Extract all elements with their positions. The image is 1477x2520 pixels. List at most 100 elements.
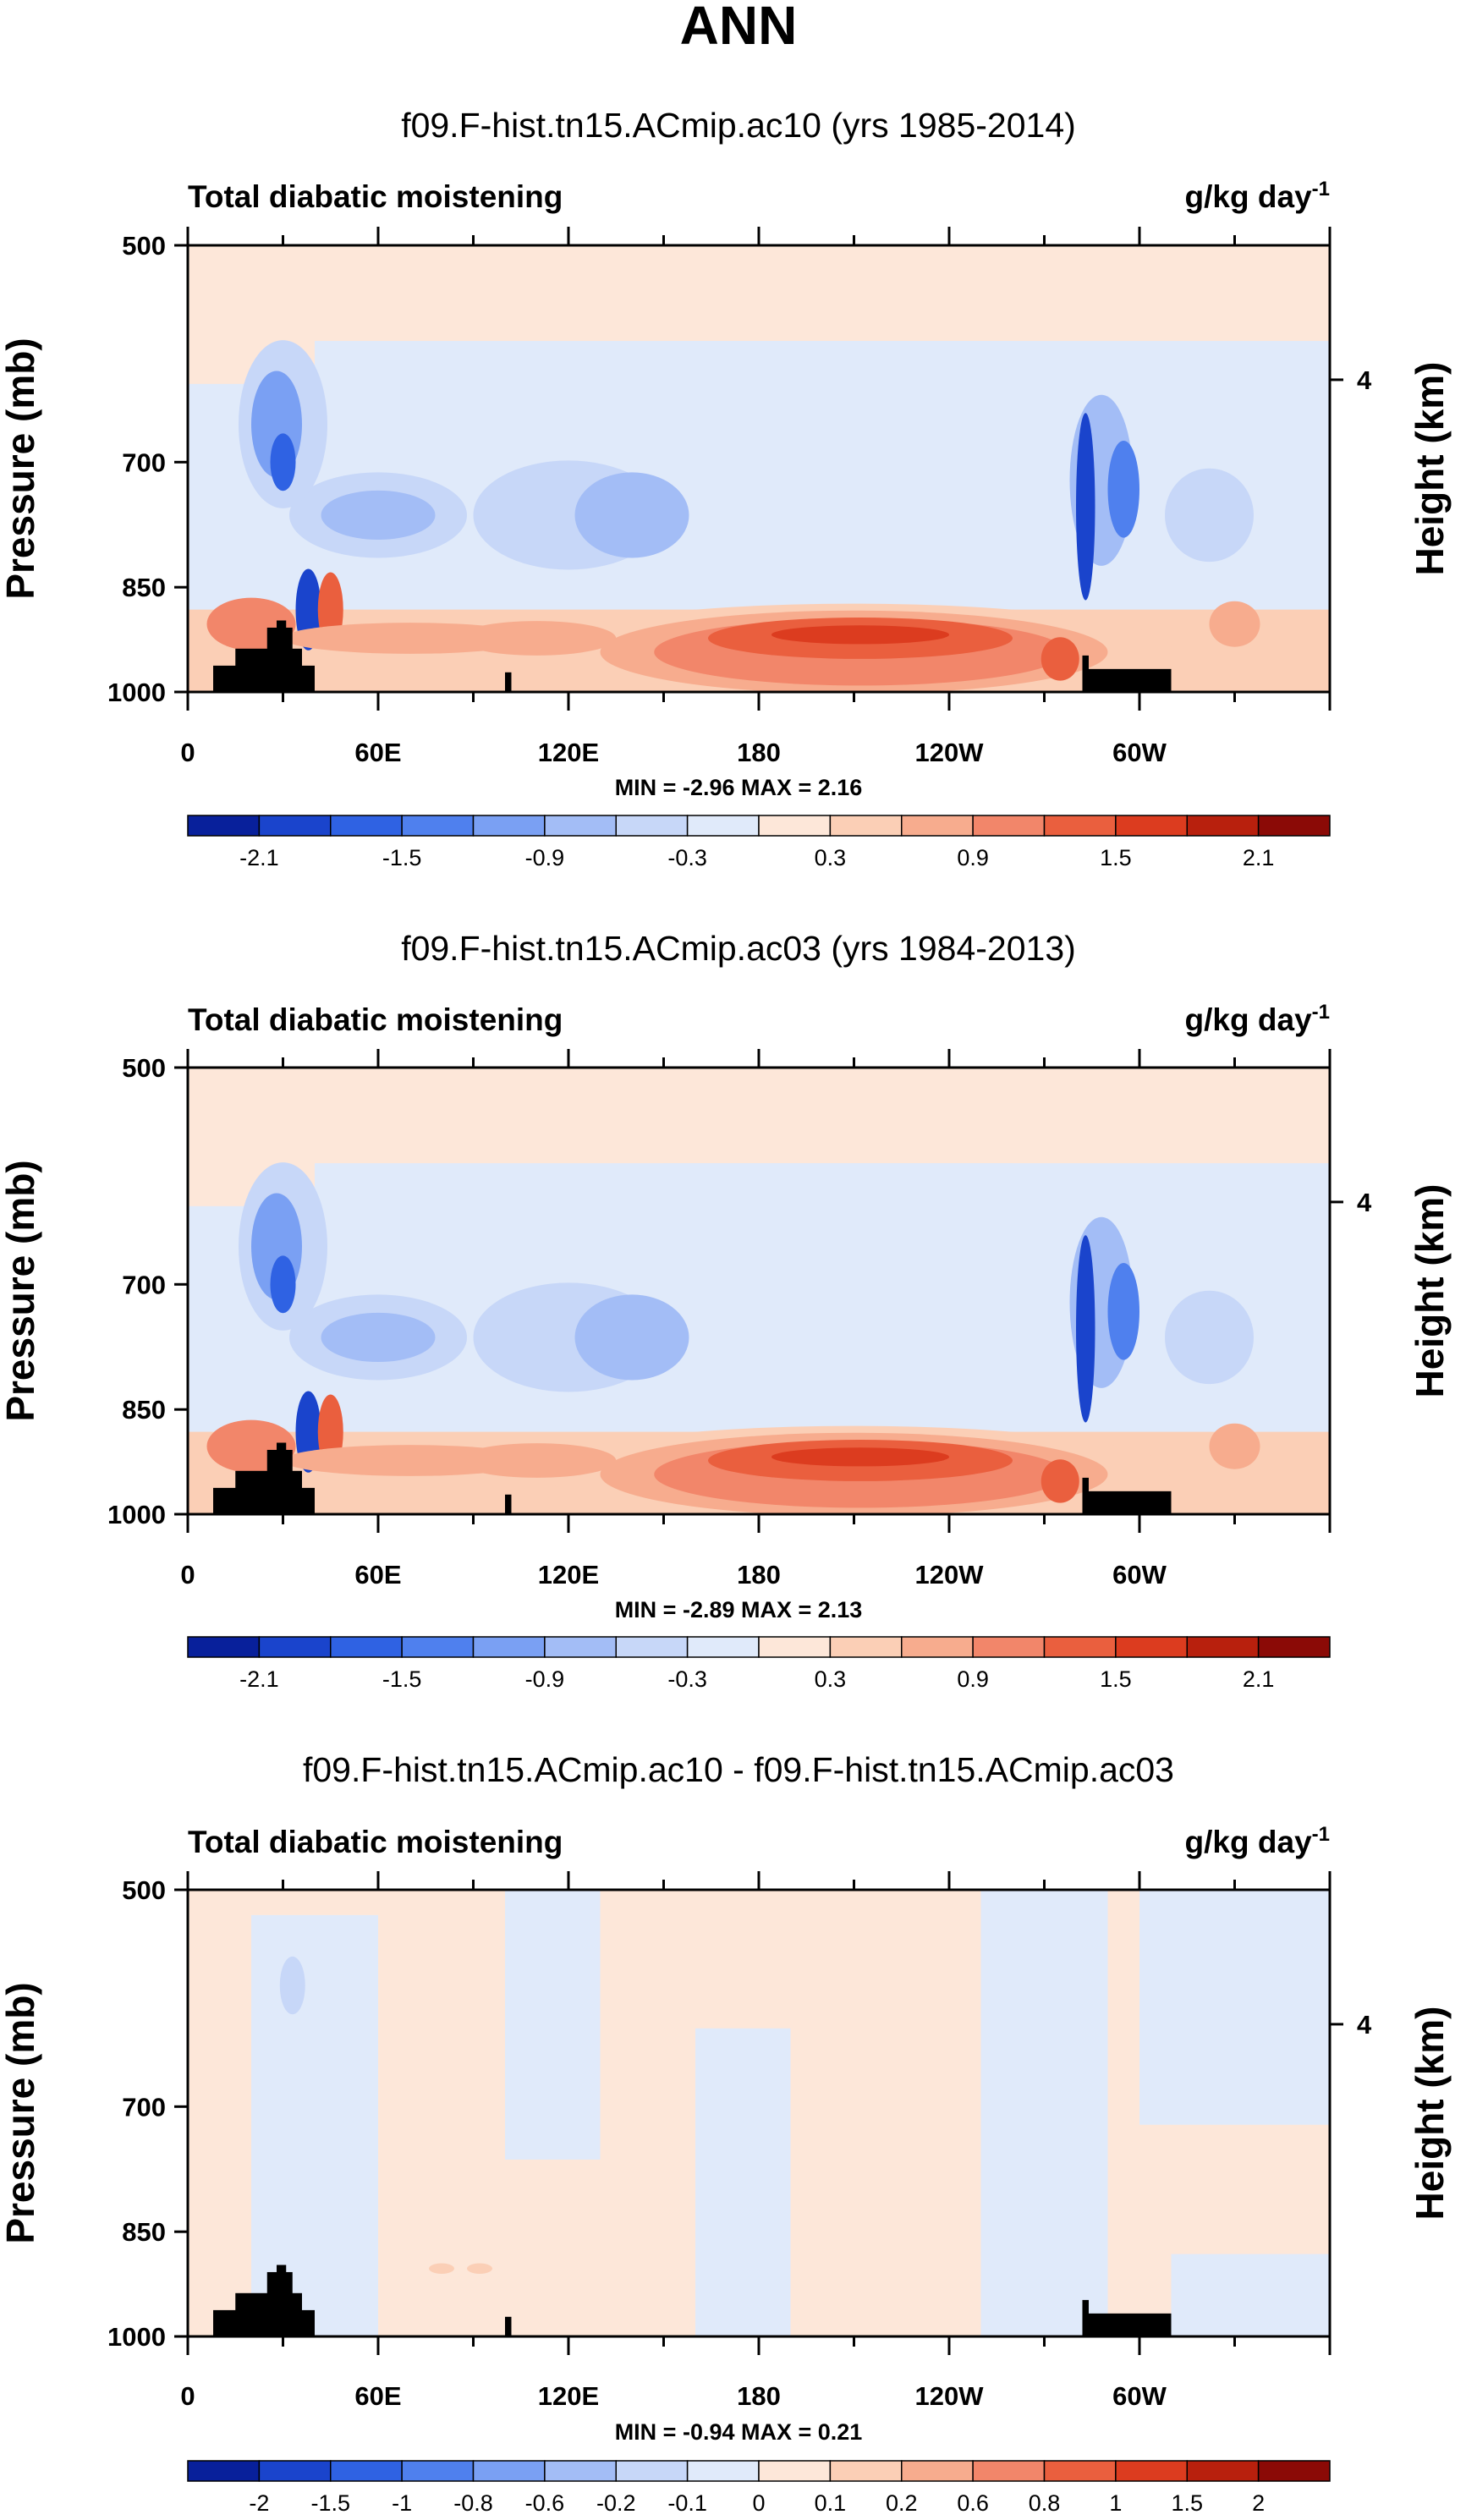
- chart-panel-1: f09.F-hist.tn15.ACmip.ac10 (yrs 1985-201…: [0, 106, 1452, 870]
- y-tick-label: 700: [122, 2092, 166, 2122]
- colorbar-label: -0.9: [525, 1666, 565, 1692]
- colorbar-swatch: [330, 1636, 403, 1658]
- colorbar-label: -0.9: [525, 845, 565, 870]
- colorbar-label: 0: [752, 2490, 765, 2516]
- contour-patch: [980, 1890, 1108, 2336]
- x-tick-label: 0: [180, 1560, 195, 1589]
- colorbar-swatch: [544, 815, 617, 837]
- colorbar-swatch: [1257, 2460, 1331, 2482]
- colorbar-swatch: [472, 1636, 546, 1658]
- y-tick-label: 850: [122, 2217, 166, 2247]
- colorbar-swatch: [472, 2460, 546, 2482]
- y-axis-title: Pressure (mb): [0, 1160, 42, 1421]
- colorbar-swatch: [686, 815, 760, 837]
- contour-patch: [1139, 1890, 1330, 2125]
- colorbar-swatch: [258, 1636, 332, 1658]
- contour-patch: [1165, 1290, 1254, 1385]
- colorbar-label: -2.1: [239, 1666, 279, 1692]
- terrain-mask: [1082, 1477, 1089, 1514]
- colorbar-label: -1: [392, 2490, 412, 2516]
- x-tick-label: 0: [180, 738, 195, 767]
- contour-patch: [1209, 1423, 1260, 1469]
- colorbar-label: -0.3: [667, 845, 707, 870]
- colorbar-label: -2.1: [239, 845, 279, 870]
- colorbar-label: 0.3: [815, 1666, 847, 1692]
- contour-patch: [663, 341, 1013, 515]
- contour-patch: [467, 2263, 492, 2274]
- colorbar-swatch: [686, 2460, 760, 2482]
- y-tick-label: 1000: [107, 678, 166, 707]
- chart-title: f09.F-hist.tn15.ACmip.ac10 - f09.F-hist.…: [303, 1750, 1174, 1789]
- colorbar-label: 2.1: [1243, 845, 1275, 870]
- colorbar-swatch: [187, 1636, 261, 1658]
- contour-patch: [251, 1914, 378, 2336]
- colorbar-swatch: [1043, 2460, 1117, 2482]
- colorbar-swatch: [544, 2460, 617, 2482]
- colorbar-swatch: [1186, 2460, 1260, 2482]
- contour-patch: [321, 1312, 436, 1363]
- colorbar-swatch: [401, 1636, 475, 1658]
- y-tick-label: 850: [122, 573, 166, 602]
- colorbar-swatch: [1043, 815, 1117, 837]
- y-tick-label: 850: [122, 1395, 166, 1425]
- chart-stats: MIN = -2.89 MAX = 2.13: [615, 1597, 863, 1622]
- x-tick-label: 120W: [915, 1560, 985, 1589]
- contour-field: [188, 245, 1330, 692]
- chart-left-label: Total diabatic moistening: [188, 1002, 563, 1037]
- y-axis-title: Pressure (mb): [0, 1982, 42, 2243]
- contour-field: [188, 1890, 1330, 2336]
- colorbar-swatch: [187, 2460, 261, 2482]
- x-tick-label: 120W: [915, 2381, 985, 2411]
- contour-patch: [1107, 440, 1139, 538]
- contour-field: [188, 1068, 1330, 1514]
- chart-panel-2: f09.F-hist.tn15.ACmip.ac03 (yrs 1984-201…: [0, 929, 1452, 1692]
- colorbar-label: 0.9: [957, 845, 989, 870]
- colorbar-swatch: [1257, 1636, 1331, 1658]
- chart-units: g/kg day-1: [1185, 1823, 1330, 1859]
- x-tick-label: 120E: [538, 738, 599, 767]
- terrain-mask: [1082, 668, 1172, 692]
- contour-patch: [1171, 2254, 1330, 2336]
- x-tick-label: 120E: [538, 2381, 599, 2411]
- colorbar-swatch: [758, 1636, 832, 1658]
- y-tick-label: 1000: [107, 1500, 166, 1529]
- chart-left-label: Total diabatic moistening: [188, 1825, 563, 1859]
- colorbar-swatch: [330, 2460, 403, 2482]
- chart-title: f09.F-hist.tn15.ACmip.ac10 (yrs 1985-201…: [401, 106, 1076, 145]
- contour-patch: [574, 1294, 689, 1381]
- colorbar-label: -1.5: [382, 1666, 422, 1692]
- contour-patch: [1165, 468, 1254, 563]
- colorbar-label: 1.5: [1100, 1666, 1132, 1692]
- x-tick-label: 60W: [1112, 738, 1167, 767]
- colorbar-swatch: [401, 815, 475, 837]
- colorbar-swatch: [829, 2460, 903, 2482]
- colorbar-swatch: [1115, 815, 1188, 837]
- colorbar-swatch: [1257, 815, 1331, 837]
- x-tick-label: 0: [180, 2381, 195, 2411]
- colorbar-swatch: [258, 2460, 332, 2482]
- x-tick-label: 120E: [538, 1560, 599, 1589]
- colorbar-swatch: [187, 815, 261, 837]
- colorbar-label: -0.8: [453, 2490, 493, 2516]
- contour-patch: [1040, 1459, 1079, 1503]
- figure-title: ANN: [680, 0, 798, 56]
- colorbar-swatch: [401, 2460, 475, 2482]
- contour-patch: [457, 621, 617, 656]
- x-tick-label: 120W: [915, 738, 985, 767]
- x-tick-label: 60W: [1112, 2381, 1167, 2411]
- terrain-mask: [505, 2316, 512, 2336]
- contour-patch: [771, 1447, 949, 1467]
- terrain-mask: [1082, 2299, 1089, 2336]
- colorbar-label: -1.5: [382, 845, 422, 870]
- x-tick-label: 180: [737, 738, 781, 767]
- colorbar-swatch: [544, 1636, 617, 1658]
- x-tick-label: 180: [737, 2381, 781, 2411]
- y-tick-label: 500: [122, 1875, 166, 1905]
- contour-patch: [771, 625, 949, 645]
- terrain-mask: [1082, 1491, 1172, 1514]
- y-right-axis-title: Height (km): [1408, 2007, 1452, 2221]
- y-axis-title: Pressure (mb): [0, 338, 42, 599]
- colorbar-label: 1.5: [1100, 845, 1132, 870]
- colorbar-label: 0.3: [815, 845, 847, 870]
